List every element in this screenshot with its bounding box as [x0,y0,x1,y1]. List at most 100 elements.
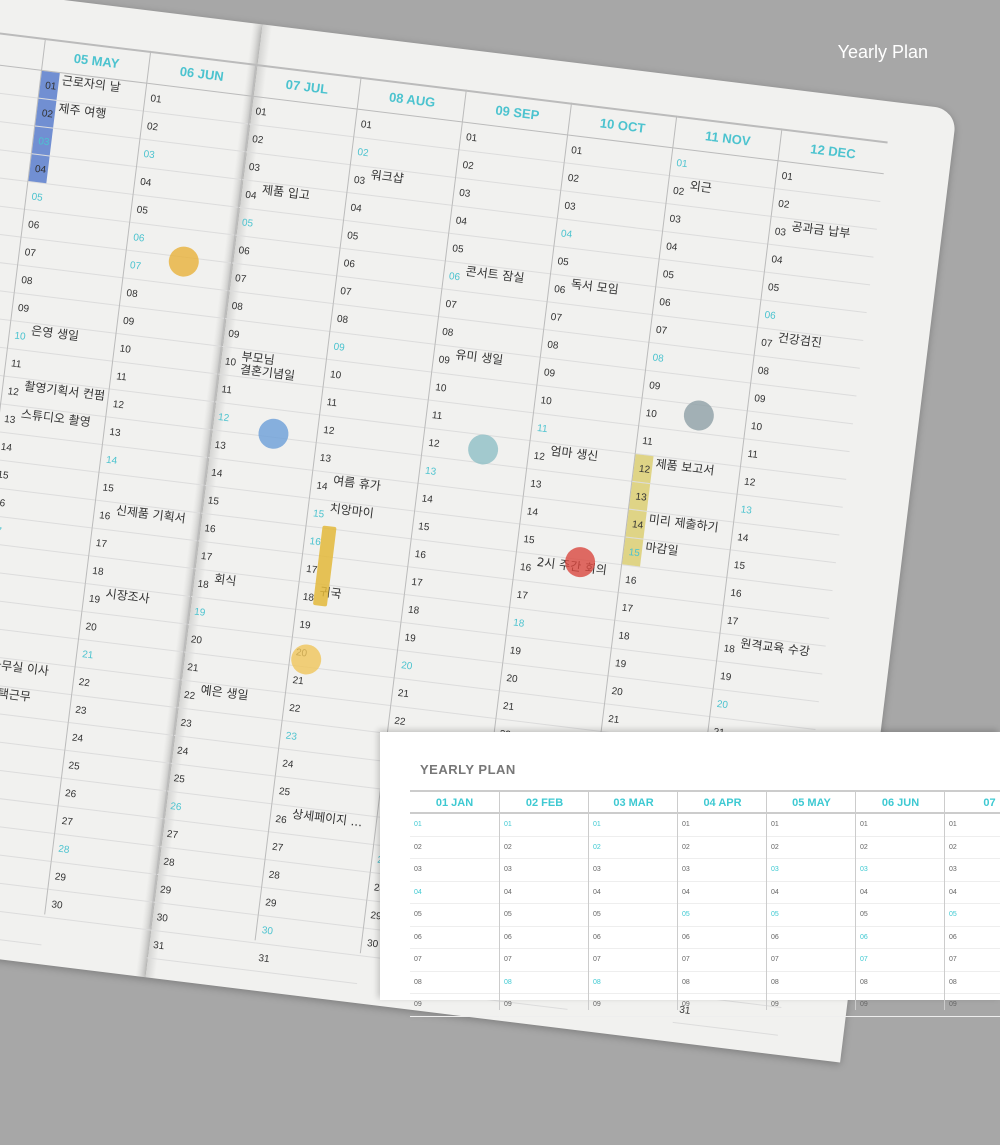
inset-day-row: 01 [410,814,499,837]
day-number: 05 [662,269,675,282]
day-number: 12 [322,424,335,438]
day-number: 10 [118,343,132,356]
inset-day-row: 02 [500,837,589,859]
day-number: 10 [645,408,658,421]
day-number: 09 [17,302,30,316]
day-number: 05 [136,204,149,217]
day-number: 26 [169,801,182,814]
day-number: 07 [550,311,563,325]
day-number: 14 [0,441,13,454]
inset-day-row: 09 [410,994,499,1017]
inset-day-row: 01 [856,814,945,837]
day-number: 16 [203,523,217,536]
inset-day-row: 03 [767,859,856,882]
inset-day-row: 04 [410,882,499,904]
inset-day-row: 02 [856,837,945,859]
day-number: 07 [129,260,142,273]
day-number: 22 [78,676,91,690]
day-number: 04 [244,189,258,202]
day-number: 31 [152,939,165,953]
inset-day-row: 06 [678,927,767,949]
inset-day-row: 08 [678,972,767,994]
day-number: 07 [444,298,458,312]
inset-day-row: 03 [500,859,589,882]
day-number: 29 [159,884,172,897]
inset-day-row: 08 [856,972,945,994]
day-number: 11 [536,422,549,436]
day-number: 15 [417,521,430,534]
day-number: 22 [288,702,301,716]
day-number: 02 [251,134,264,147]
inset-month-column: 07 01 02 03 04 05 06 07 08 09 [944,790,1000,1017]
day-number: 14 [631,519,644,532]
day-number: 29 [264,897,277,910]
day-number: 09 [227,328,240,341]
day-number: 04 [34,163,47,177]
day-number: 18 [512,617,525,630]
day-number: 21 [397,687,410,701]
day-number: 28 [57,843,70,856]
day-number: 10 [224,356,237,369]
inset-day-row: 06 [856,927,945,949]
inset-day-row: 07 [589,949,678,972]
day-number: 05 [556,256,570,269]
day-number: 20 [400,660,413,673]
day-number: 24 [176,745,189,758]
inset-day-row: 01 [767,814,856,837]
day-number: 02 [672,185,685,198]
day-number: 16 [98,510,111,523]
inset-day-row: 02 [410,837,499,859]
inset-day-row: 08 [945,972,1000,994]
day-number: 03 [774,226,787,239]
day-number: 10 [13,330,27,343]
day-number: 25 [173,773,186,786]
day-number: 01 [360,119,373,132]
day-number: 08 [651,352,665,365]
inset-day-row: 04 [500,882,589,904]
inset-month-header: 02 FEB [500,790,589,814]
inset-day-row: 09 [856,994,945,1017]
inset-day-row: 05 [945,904,1000,927]
day-number: 03 [248,161,261,175]
day-number: 11 [641,435,654,449]
inset-day-row: 08 [410,972,499,994]
day-number: 17 [0,525,3,538]
day-number: 06 [553,283,566,297]
day-number: 21 [607,713,620,727]
day-number: 01 [149,93,163,106]
inset-day-row: 01 [678,814,767,837]
day-number: 15 [101,482,115,495]
day-number: 08 [125,287,139,301]
day-number: 19 [719,671,732,684]
day-number: 30 [366,938,379,951]
inset-day-row: 08 [589,972,678,994]
day-number: 24 [281,758,295,771]
day-number: 09 [438,354,451,367]
day-number: 08 [231,300,244,314]
inset-day-row: 08 [767,972,856,994]
day-number: 12 [638,463,651,476]
inset-day-row: 02 [589,837,678,859]
day-number: 28 [267,869,281,882]
day-number: 04 [665,241,678,254]
day-number: 02 [567,172,580,186]
day-number: 15 [207,495,220,508]
inset-day-row: 02 [678,837,767,859]
inset-day-row: 04 [589,882,678,904]
inset-month-column: 06 JUN 01 02 03 04 05 06 07 08 09 [855,790,945,1017]
inset-day-row: 02 [767,837,856,859]
day-number: 28 [162,856,176,869]
day-number: 30 [50,899,64,912]
day-number: 17 [200,550,213,564]
day-number: 04 [560,228,573,241]
inset-day-row: 07 [678,949,767,972]
day-number: 08 [20,274,33,288]
day-number: 27 [60,815,74,829]
inset-day-row: 01 [945,814,1000,837]
day-number: 07 [339,285,353,299]
day-number: 09 [753,393,767,406]
day-number: 30 [261,925,274,938]
day-number: 03 [37,136,51,149]
inset-month-header: 03 MAR [589,790,678,814]
day-number: 31 [257,952,271,966]
